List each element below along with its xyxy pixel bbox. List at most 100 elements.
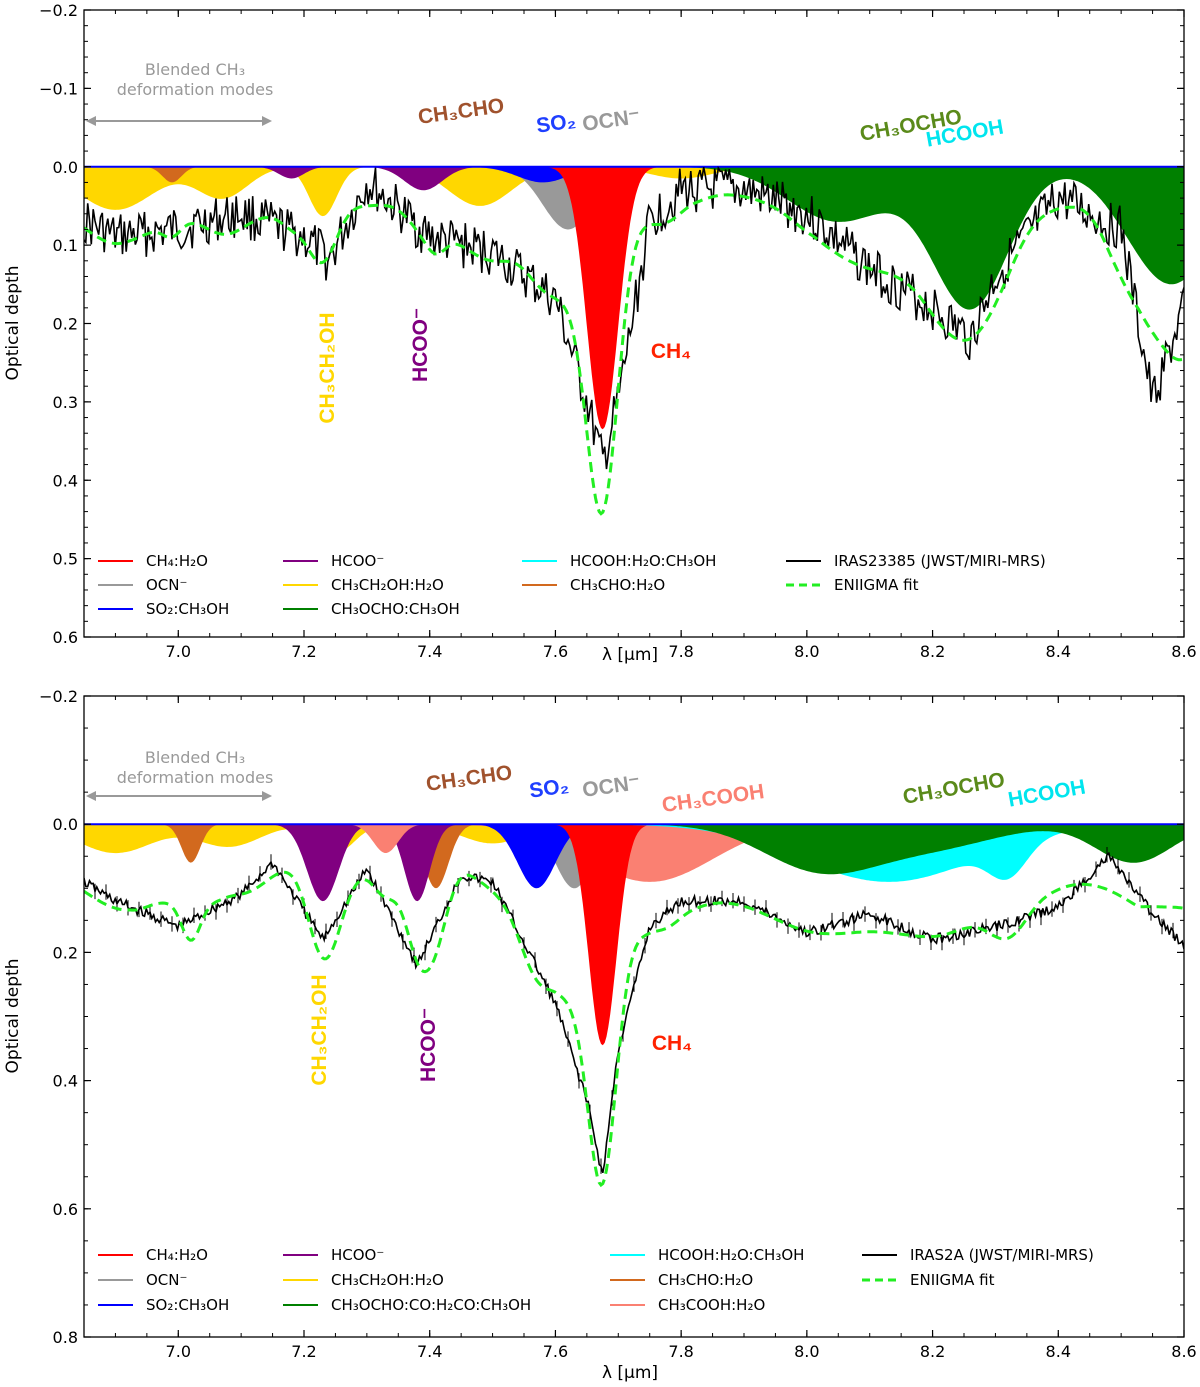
y-tick-label: 0.6 [53, 1200, 78, 1219]
y-tick-label: 0.0 [53, 815, 78, 834]
svg-text:OCN⁻: OCN⁻ [146, 1271, 187, 1289]
legend-item-so2-ch3oh: SO₂:CH₃OH [98, 600, 229, 618]
x-tick-label: 7.0 [166, 1342, 191, 1361]
observed-spectrum [84, 165, 1184, 470]
svg-text:CH₄:H₂O: CH₄:H₂O [146, 1246, 208, 1264]
svg-text:IRAS2A (JWST/MIRI-MRS): IRAS2A (JWST/MIRI-MRS) [910, 1246, 1094, 1264]
svg-text:CH₃CH₂OH:H₂O: CH₃CH₂OH:H₂O [331, 1271, 444, 1289]
annotation-blended-line1-bottom: Blended CH₃ [145, 748, 245, 767]
eniigma-fit-line [84, 870, 1184, 1188]
component-ch3ch2oh-h2o [84, 166, 1184, 217]
legend-item-ch3cho-h2o: CH₃CHO:H₂O [522, 576, 665, 594]
x-tick-label: 8.2 [920, 1342, 945, 1361]
y-axis-ticks-bottom: −0.2 0.0 0.2 0.4 0.6 0.8 [39, 687, 1184, 1347]
annotation-ch4-bottom: CH₄ [652, 1032, 692, 1055]
y-tick-label: 0.5 [53, 550, 78, 569]
legend-item-ch3ch2oh-h2o: CH₃CH₂OH:H₂O [283, 576, 444, 594]
svg-text:HCOO⁻: HCOO⁻ [331, 552, 384, 570]
y-tick-label: 0.2 [53, 315, 78, 334]
y-tick-label: 0.2 [53, 943, 78, 962]
legend-item-ch3ch2oh-h2o: CH₃CH₂OH:H₂O [283, 1271, 444, 1289]
annotation-ch3ch2oh-bottom: CH₃CH₂OH [308, 974, 331, 1085]
absorption-components-top [84, 166, 1184, 430]
svg-text:CH₃CHO:H₂O: CH₃CHO:H₂O [570, 576, 665, 594]
x-tick-label: 8.6 [1171, 642, 1196, 661]
x-axis-label-bottom: λ [μm] [602, 1363, 658, 1383]
blended-arrow-top [86, 116, 272, 126]
x-tick-label: 7.2 [291, 642, 316, 661]
legend-item-hcoo: HCOO⁻ [283, 1246, 384, 1264]
x-tick-label: 7.4 [417, 1342, 442, 1361]
legend-item-eniigma-fit: ENIIGMA fit [862, 1271, 995, 1289]
component-ch3ocho-co-h2co-ch3oh [84, 824, 1184, 875]
y-tick-label: 0.4 [53, 471, 78, 490]
x-tick-label: 8.2 [920, 642, 945, 661]
legend-item-hcoo: HCOO⁻ [283, 552, 384, 570]
chart-panel-top: 7.0 7.2 7.4 7.6 7.8 8.0 8.2 8.4 8.6 −0.2 −0.1 0.0 0… [3, 1, 1197, 665]
x-tick-label: 7.0 [166, 642, 191, 661]
spectrum-lines-top [84, 165, 1184, 516]
annotation-blended-line2-bottom: deformation modes [117, 768, 274, 787]
svg-text:IRAS23385 (JWST/MIRI-MRS): IRAS23385 (JWST/MIRI-MRS) [834, 552, 1046, 570]
x-tick-label: 8.0 [794, 1342, 819, 1361]
x-tick-label: 8.4 [1046, 642, 1071, 661]
legend-item-observed-spectrum: IRAS23385 (JWST/MIRI-MRS) [786, 552, 1046, 570]
svg-text:CH₃OCHO:CO:H₂CO:CH₃OH: CH₃OCHO:CO:H₂CO:CH₃OH [331, 1296, 531, 1314]
component-ch3cho-h2o [84, 824, 1184, 889]
y-axis-label-top: Optical depth [3, 266, 23, 381]
legend-top: CH₄:H₂O OCN⁻ SO₂:CH₃OH HCOO⁻ CH₃CH₂OH:H₂… [98, 552, 1046, 618]
chart-panel-bottom: 7.0 7.2 7.4 7.6 7.8 8.0 8.2 8.4 8.6 −0.2 0.0 0.2 0.… [3, 687, 1197, 1383]
y-tick-label: 0.0 [53, 158, 78, 177]
x-tick-label: 7.6 [543, 642, 568, 661]
svg-text:OCN⁻: OCN⁻ [146, 576, 187, 594]
legend-item-so2-ch3oh: SO₂:CH₃OH [98, 1296, 229, 1314]
y-tick-label: 0.6 [53, 628, 78, 647]
y-tick-label: −0.2 [39, 1, 78, 20]
y-tick-label: 0.1 [53, 236, 78, 255]
x-tick-label: 7.8 [668, 1342, 693, 1361]
legend-item-ch4-h2o: CH₄:H₂O [98, 1246, 208, 1264]
y-axis-ticks-top: −0.2 −0.1 0.0 0.1 0.2 0.3 0.4 0.5 0.6 [39, 1, 1184, 647]
y-tick-label: 0.8 [53, 1328, 78, 1347]
svg-text:HCOO⁻: HCOO⁻ [331, 1246, 384, 1264]
annotation-hcoo-bottom: HCOO⁻ [417, 1008, 440, 1082]
legend-item-ch3ocho-ch3oh: CH₃OCHO:CH₃OH [283, 600, 460, 618]
legend-item-hcooh: HCOOH:H₂O:CH₃OH [522, 552, 716, 570]
y-axis-label-bottom: Optical depth [3, 959, 23, 1074]
x-tick-label: 8.6 [1171, 1342, 1196, 1361]
svg-text:HCOOH:H₂O:CH₃OH: HCOOH:H₂O:CH₃OH [570, 552, 716, 570]
x-axis-ticks-top: 7.0 7.2 7.4 7.6 7.8 8.0 8.2 8.4 8.6 [114, 10, 1197, 661]
y-tick-label: −0.2 [39, 687, 78, 706]
y-tick-label: 0.4 [53, 1072, 78, 1091]
legend-item-ch4-h2o: CH₄:H₂O [98, 552, 208, 570]
component-ch3ch2oh-h2o [84, 824, 1184, 854]
x-tick-label: 7.6 [543, 1342, 568, 1361]
annotation-blended-line1-top: Blended CH₃ [145, 60, 245, 79]
legend-item-ocn: OCN⁻ [98, 1271, 187, 1289]
annotation-hcoo-top: HCOO⁻ [409, 308, 432, 382]
spectrum-lines-bottom [84, 823, 1184, 1188]
eniigma-fit-line [84, 193, 1184, 516]
svg-text:CH₄:H₂O: CH₄:H₂O [146, 552, 208, 570]
svg-text:SO₂:CH₃OH: SO₂:CH₃OH [146, 600, 229, 618]
annotation-ch3ch2oh-top: CH₃CH₂OH [316, 312, 339, 423]
x-tick-label: 7.8 [668, 642, 693, 661]
legend-item-ocn: OCN⁻ [98, 576, 187, 594]
svg-text:CH₃CHO:H₂O: CH₃CHO:H₂O [658, 1271, 753, 1289]
svg-text:CH₃COOH:H₂O: CH₃COOH:H₂O [658, 1296, 765, 1314]
legend-item-observed-spectrum: IRAS2A (JWST/MIRI-MRS) [862, 1246, 1094, 1264]
legend-item-ch3ocho-mixture: CH₃OCHO:CO:H₂CO:CH₃OH [283, 1296, 531, 1314]
legend-bottom: CH₄:H₂O OCN⁻ SO₂:CH₃OH HCOO⁻ CH₃CH₂OH:H₂… [98, 1246, 1094, 1314]
x-tick-label: 7.2 [291, 1342, 316, 1361]
x-tick-label: 7.4 [417, 642, 442, 661]
blended-arrow-bottom [86, 791, 272, 801]
y-tick-label: 0.3 [53, 393, 78, 412]
absorption-components-bottom [84, 824, 1184, 1046]
svg-text:SO₂:CH₃OH: SO₂:CH₃OH [146, 1296, 229, 1314]
legend-item-ch3cho-h2o: CH₃CHO:H₂O [610, 1271, 753, 1289]
svg-text:CH₃CH₂OH:H₂O: CH₃CH₂OH:H₂O [331, 576, 444, 594]
svg-text:HCOOH:H₂O:CH₃OH: HCOOH:H₂O:CH₃OH [658, 1246, 804, 1264]
legend-item-hcooh: HCOOH:H₂O:CH₃OH [610, 1246, 804, 1264]
plot-area-top [84, 10, 1184, 637]
